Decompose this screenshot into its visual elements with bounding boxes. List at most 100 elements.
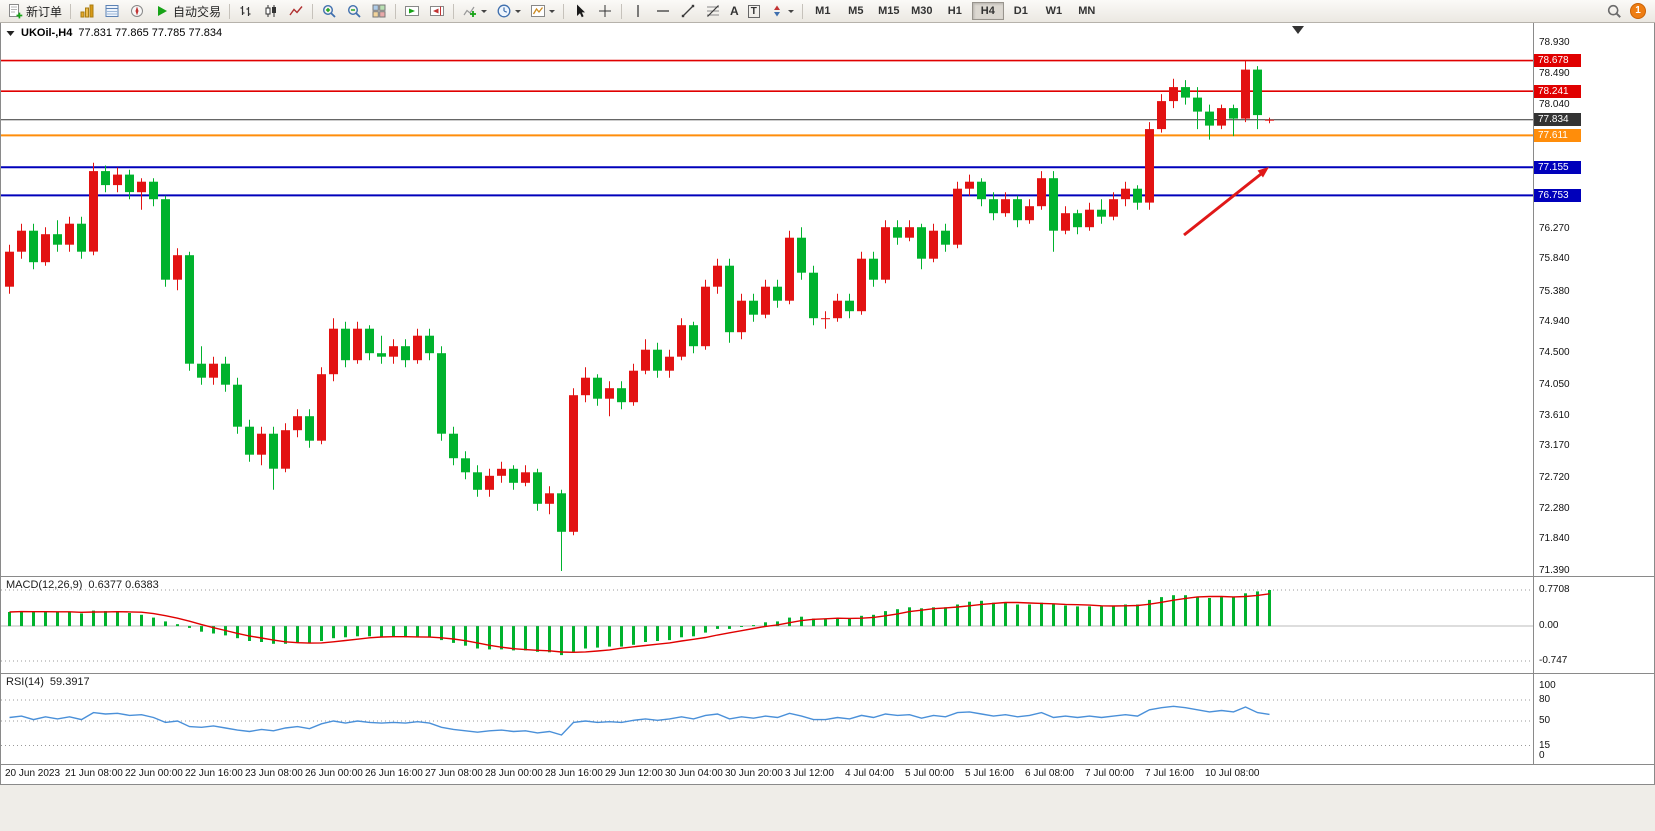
line-chart-button[interactable] xyxy=(284,0,308,22)
new-order-icon xyxy=(9,4,23,19)
rsi-tick-label: 15 xyxy=(1539,739,1551,751)
clock-icon xyxy=(497,4,511,18)
fibonacci-button[interactable] xyxy=(701,0,725,22)
time-axis-label: 27 Jun 08:00 xyxy=(425,768,483,779)
timeframe-button-d1[interactable]: D1 xyxy=(1013,5,1028,17)
candles xyxy=(5,60,1274,571)
panel-splitter-macd[interactable] xyxy=(1,576,1654,577)
search-icon[interactable] xyxy=(1606,3,1622,19)
periods-button[interactable] xyxy=(492,0,525,22)
panel-splitter-rsi[interactable] xyxy=(1,673,1654,674)
indicators-button[interactable] xyxy=(458,0,491,22)
zoom-out-button[interactable] xyxy=(342,0,366,22)
zoom-in-icon xyxy=(323,4,336,18)
text-label-button[interactable]: T xyxy=(744,0,764,22)
price-chart-plot[interactable] xyxy=(1,23,1533,576)
macd-tick-label: -0.747 xyxy=(1539,655,1568,666)
trendline-icon xyxy=(681,4,695,18)
templates-icon xyxy=(531,5,546,17)
chart-window: 78.930 78.490 78.040 76.270 75.840 75.380 74.9… xyxy=(0,23,1655,785)
rsi-tick-label: 0 xyxy=(1539,750,1545,761)
cursor-button[interactable] xyxy=(568,0,592,22)
rsi-panel: 100 80 50 15 0 RSI(14) 59.3917 xyxy=(1,674,1654,764)
macd-tick-label: 0.7708 xyxy=(1539,584,1570,595)
autotrading-button[interactable]: 自动交易 xyxy=(150,0,225,22)
timeframe-button-m15[interactable]: M15 xyxy=(878,5,900,17)
time-axis-label: 7 Jul 00:00 xyxy=(1085,768,1134,779)
chart-shift-icon xyxy=(430,6,445,16)
charts-button[interactable] xyxy=(75,0,99,22)
market-watch-icon xyxy=(105,5,119,17)
rsi-name: RSI(14) xyxy=(6,676,44,688)
price-tick-label: 76.270 xyxy=(1539,223,1570,235)
trendline-button[interactable] xyxy=(676,0,700,22)
chart-title: UKOil-,H4 77.831 77.865 77.785 77.834 xyxy=(6,27,222,39)
templates-button[interactable] xyxy=(526,0,559,22)
macd-values: 0.6377 0.6383 xyxy=(88,579,159,591)
rsi-label: RSI(14) 59.3917 xyxy=(6,676,90,688)
time-axis[interactable]: 20 Jun 2023 21 Jun 08:00 22 Jun 00:00 22 Ju… xyxy=(1,764,1654,784)
rsi-tick-label: 100 xyxy=(1539,680,1556,691)
chart-shift-marker-icon[interactable] xyxy=(1292,26,1304,34)
tile-windows-button[interactable] xyxy=(367,0,391,22)
toolbar-separator xyxy=(563,3,565,19)
trend-arrow-annotation[interactable] xyxy=(1183,167,1269,237)
macd-plot[interactable] xyxy=(1,577,1533,673)
dropdown-caret-icon xyxy=(515,10,522,16)
toolbar-right-group: 1 xyxy=(1606,3,1652,19)
horizontal-line-button[interactable] xyxy=(651,0,675,22)
timeframe-button-m5[interactable]: M5 xyxy=(848,5,864,17)
price-level-badge: 77.611 xyxy=(1534,128,1581,142)
charts-icon xyxy=(80,4,94,18)
time-axis-label: 20 Jun 2023 xyxy=(5,768,61,779)
time-axis-label: 3 Jul 12:00 xyxy=(785,768,834,779)
timeframe-button-w1[interactable]: W1 xyxy=(1045,5,1063,17)
timeframe-button-h1[interactable]: H1 xyxy=(947,5,962,17)
rsi-axis[interactable]: 100 80 50 15 0 xyxy=(1533,674,1654,764)
chart-menu-triangle-icon[interactable] xyxy=(6,29,15,37)
time-axis-label: 5 Jul 00:00 xyxy=(905,768,954,779)
rsi-plot[interactable] xyxy=(1,674,1533,764)
window-bottom-area xyxy=(0,785,1655,831)
timeframe-button-m1[interactable]: M1 xyxy=(815,5,831,17)
price-tick-label: 72.720 xyxy=(1539,471,1570,483)
price-axis[interactable]: 78.930 78.490 78.040 76.270 75.840 75.380 74.9… xyxy=(1533,23,1654,576)
macd-signal-line xyxy=(9,593,1270,654)
time-axis-label: 10 Jul 08:00 xyxy=(1205,768,1260,779)
navigator-button[interactable] xyxy=(125,0,149,22)
crosshair-button[interactable] xyxy=(593,0,617,22)
time-axis-label: 4 Jul 04:00 xyxy=(845,768,894,779)
toolbar-separator xyxy=(453,3,455,19)
rsi-tick-label: 50 xyxy=(1539,715,1551,726)
chart-quote-ohlc: 77.831 77.865 77.785 77.834 xyxy=(78,27,223,39)
zoom-in-button[interactable] xyxy=(317,0,341,22)
arrows-button[interactable] xyxy=(765,0,798,22)
price-tick-label: 78.930 xyxy=(1539,37,1570,48)
timeframe-button-h4[interactable]: H4 xyxy=(971,2,1004,20)
price-tick-label: 74.050 xyxy=(1539,378,1570,390)
price-tick-label: 74.500 xyxy=(1539,347,1570,359)
macd-name: MACD(12,26,9) xyxy=(6,579,83,591)
candlestick-chart-button[interactable] xyxy=(259,0,283,22)
notification-badge[interactable]: 1 xyxy=(1630,3,1646,19)
time-axis-label: 28 Jun 00:00 xyxy=(485,768,543,779)
bar-chart-button[interactable] xyxy=(234,0,258,22)
macd-tick-label: 0.00 xyxy=(1539,620,1559,632)
toolbar-separator xyxy=(70,3,72,19)
toolbar-separator xyxy=(801,3,803,19)
market-watch-button[interactable] xyxy=(100,0,124,22)
vertical-line-button[interactable] xyxy=(626,0,650,22)
timeframe-button-m30[interactable]: M30 xyxy=(911,5,933,17)
timeframe-button-mn[interactable]: MN xyxy=(1078,5,1096,17)
time-axis-label: 26 Jun 16:00 xyxy=(365,768,423,779)
text-button[interactable]: A xyxy=(726,0,743,22)
new-order-button[interactable]: 新订单 xyxy=(3,0,66,22)
toolbar-separator xyxy=(621,3,623,19)
price-tick-label: 74.940 xyxy=(1539,316,1570,328)
macd-axis[interactable]: 0.7708 0.00 -0.747 xyxy=(1533,577,1654,673)
time-axis-label: 21 Jun 08:00 xyxy=(65,768,123,779)
auto-scroll-button[interactable] xyxy=(400,0,424,22)
horizontal-line-icon xyxy=(657,10,670,12)
chart-shift-button[interactable] xyxy=(425,0,449,22)
toolbar-separator xyxy=(395,3,397,19)
